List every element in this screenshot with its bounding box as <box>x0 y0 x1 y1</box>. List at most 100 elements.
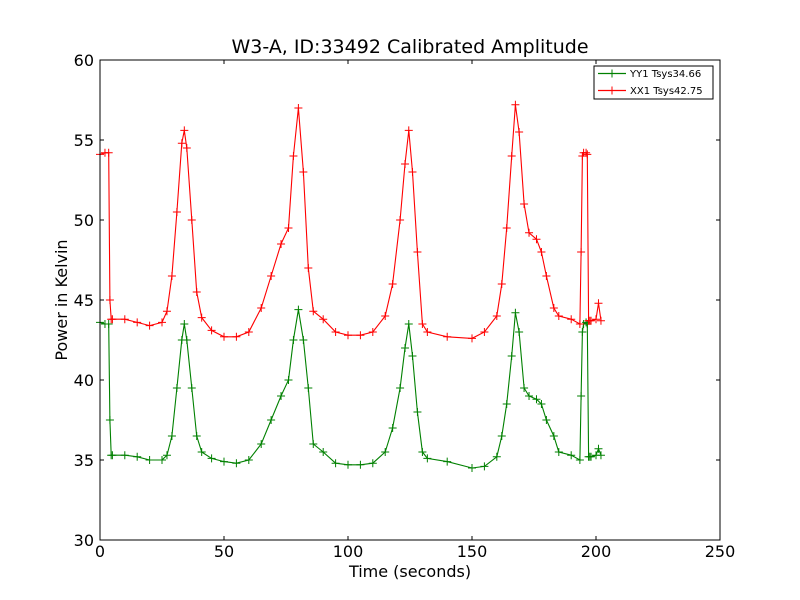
x-tick-label-4: 200 <box>581 542 612 561</box>
data-point-0-7 <box>133 452 142 461</box>
data-point-0-54 <box>515 328 524 336</box>
data-point-1-55 <box>520 200 529 208</box>
data-point-0-31 <box>309 440 318 448</box>
data-point-0-9 <box>158 456 166 464</box>
data-point-0-34 <box>344 460 352 469</box>
data-point-1-74 <box>596 316 605 325</box>
data-point-1-49 <box>492 312 501 320</box>
data-point-0-55 <box>520 384 529 392</box>
data-point-1-65 <box>578 152 587 160</box>
data-point-0-37 <box>381 448 390 456</box>
data-point-1-35 <box>356 331 365 340</box>
data-point-1-58 <box>537 248 546 256</box>
data-point-1-17 <box>192 288 201 296</box>
data-point-1-21 <box>232 332 241 341</box>
data-point-0-61 <box>554 448 563 456</box>
data-point-1-7 <box>133 318 142 327</box>
data-point-0-64 <box>577 392 586 400</box>
data-point-1-8 <box>145 321 154 330</box>
data-point-1-67 <box>582 148 591 157</box>
y-tick-label-3: 45 <box>74 291 94 310</box>
x-tick-label-1: 50 <box>214 542 234 561</box>
data-point-0-16 <box>187 384 196 392</box>
data-point-1-28 <box>294 104 303 112</box>
data-point-1-20 <box>220 332 228 341</box>
data-point-1-9 <box>158 318 166 327</box>
data-point-0-52 <box>507 352 516 360</box>
data-point-1-15 <box>182 144 191 152</box>
data-point-1-18 <box>197 313 206 322</box>
data-point-1-60 <box>549 304 558 312</box>
data-point-0-22 <box>244 456 253 464</box>
data-point-1-46 <box>443 332 452 341</box>
data-point-0-40 <box>401 344 410 352</box>
y-tick-label-0: 30 <box>74 531 94 550</box>
chart-title: W3-A, ID:33492 Calibrated Amplitude <box>231 36 588 58</box>
data-point-0-56 <box>525 392 534 400</box>
data-point-1-5 <box>108 315 117 324</box>
data-point-1-71 <box>587 316 596 325</box>
data-point-1-63 <box>575 320 584 328</box>
data-point-1-2 <box>104 148 113 157</box>
data-point-1-53 <box>511 100 520 109</box>
data-point-1-23 <box>257 304 266 312</box>
legend-marker-yy1 <box>608 69 616 78</box>
data-point-0-44 <box>418 448 427 456</box>
data-point-0-58 <box>537 400 546 408</box>
data-point-1-19 <box>207 326 216 335</box>
data-point-0-23 <box>257 440 266 448</box>
data-point-0-74 <box>596 451 605 460</box>
data-point-0-59 <box>542 416 551 424</box>
data-point-1-33 <box>331 328 340 336</box>
data-point-1-14 <box>180 126 189 135</box>
data-point-0-57 <box>532 395 541 404</box>
series-0 <box>96 305 605 472</box>
data-point-0-65 <box>578 328 587 336</box>
data-point-0-39 <box>396 384 405 392</box>
data-point-1-31 <box>309 307 318 316</box>
legend-label-yy1: YY1 Tsys34.66 <box>629 69 701 80</box>
data-point-1-27 <box>289 152 298 160</box>
data-point-0-30 <box>304 384 313 392</box>
data-point-0-48 <box>480 462 489 471</box>
x-tick-label-0: 0 <box>95 542 105 561</box>
data-point-1-41 <box>404 126 413 135</box>
data-point-0-36 <box>368 459 377 468</box>
data-point-0-46 <box>443 457 452 466</box>
data-point-0-20 <box>220 457 228 466</box>
data-point-1-24 <box>267 272 276 280</box>
y-axis-label: Power in Kelvin <box>52 239 71 360</box>
data-point-1-16 <box>187 216 196 224</box>
data-point-1-72 <box>592 315 600 324</box>
data-point-1-61 <box>554 312 563 320</box>
data-point-1-73 <box>594 299 603 308</box>
data-point-0-8 <box>145 456 154 464</box>
data-point-1-12 <box>172 208 181 216</box>
data-point-1-26 <box>284 224 293 232</box>
data-point-1-52 <box>507 152 516 160</box>
data-point-0-73 <box>594 444 603 453</box>
data-point-0-5 <box>108 451 117 460</box>
data-point-1-57 <box>532 235 541 244</box>
x-tick-label-3: 150 <box>457 542 488 561</box>
data-point-1-54 <box>515 128 524 136</box>
data-point-0-21 <box>232 459 241 468</box>
data-point-1-3 <box>105 296 114 304</box>
data-point-1-43 <box>413 248 422 256</box>
data-point-0-49 <box>492 452 501 461</box>
data-point-0-45 <box>423 454 432 463</box>
data-point-1-25 <box>277 240 286 248</box>
data-point-1-37 <box>381 312 390 320</box>
data-point-0-12 <box>172 384 181 392</box>
data-point-0-33 <box>331 459 340 468</box>
y-tick-label-5: 55 <box>74 131 94 150</box>
data-point-0-71 <box>587 452 596 461</box>
data-point-0-24 <box>267 416 276 424</box>
data-point-1-50 <box>497 280 506 288</box>
y-tick-label-1: 35 <box>74 451 94 470</box>
data-point-1-36 <box>368 328 377 336</box>
data-point-1-42 <box>408 168 417 176</box>
data-point-1-64 <box>577 248 586 256</box>
y-tick-label-4: 50 <box>74 211 94 230</box>
data-point-0-27 <box>289 336 298 344</box>
